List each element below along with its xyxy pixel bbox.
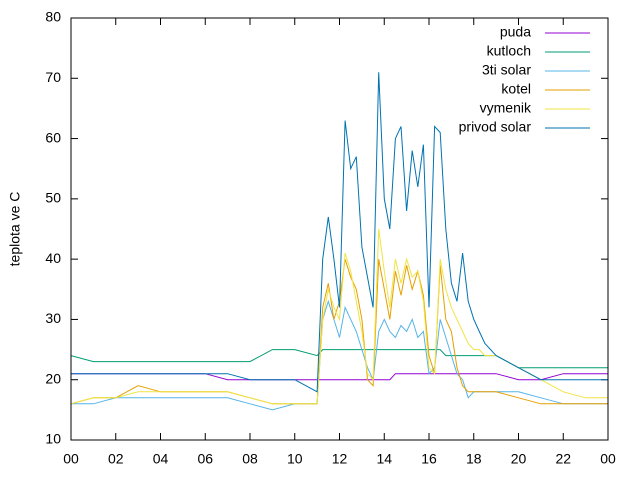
x-tick-label: 20 bbox=[511, 451, 527, 467]
y-tick-label: 80 bbox=[45, 9, 61, 25]
y-tick-label: 30 bbox=[45, 310, 61, 326]
x-tick-label: 06 bbox=[197, 451, 213, 467]
x-tick-label: 08 bbox=[242, 451, 258, 467]
line-series bbox=[71, 72, 608, 393]
x-tick-label: 22 bbox=[555, 451, 571, 467]
y-tick-label: 60 bbox=[45, 129, 61, 145]
x-tick-label: 14 bbox=[376, 451, 392, 467]
y-tick-label: 10 bbox=[45, 431, 61, 447]
legend-label: vymenik bbox=[480, 100, 532, 116]
x-tick-label: 04 bbox=[153, 451, 169, 467]
x-tick-label: 16 bbox=[421, 451, 437, 467]
plot-frame bbox=[70, 17, 609, 441]
x-tick-label: 18 bbox=[466, 451, 482, 467]
line-series bbox=[70, 228, 608, 405]
y-tick-label: 40 bbox=[45, 250, 61, 266]
line-series bbox=[71, 373, 608, 381]
legend-label: kotel bbox=[501, 81, 531, 97]
x-tick-label: 02 bbox=[108, 451, 124, 467]
x-tick-label: 10 bbox=[287, 451, 303, 467]
legend-label: privod solar bbox=[459, 119, 532, 135]
legend-label: 3ti solar bbox=[482, 62, 531, 78]
legend-label: kutloch bbox=[487, 43, 531, 59]
y-tick-label: 70 bbox=[45, 69, 61, 85]
x-tick-label: 12 bbox=[332, 451, 348, 467]
legend-label: puda bbox=[500, 24, 531, 40]
y-tick-label: 20 bbox=[45, 370, 61, 386]
y-tick-label: 50 bbox=[45, 190, 61, 206]
y-axis-label: teplota ve C bbox=[7, 192, 23, 267]
x-tick-label: 00 bbox=[63, 451, 79, 467]
line-series bbox=[70, 349, 608, 369]
x-tick-label: 00 bbox=[600, 451, 616, 467]
